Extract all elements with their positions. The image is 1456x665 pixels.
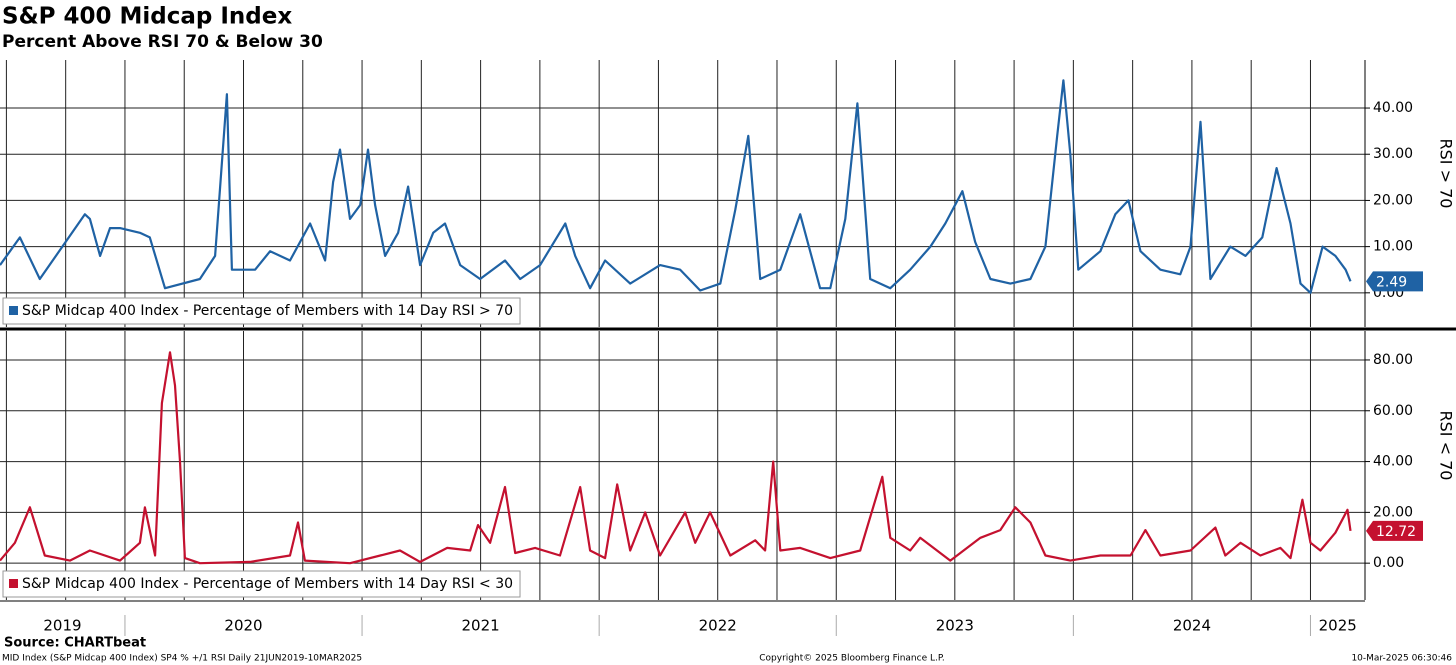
legend: S&P Midcap 400 Index - Percentage of Mem…: [2, 297, 521, 325]
chart-title: S&P 400 Midcap Index: [2, 4, 292, 30]
footer-timestamp: 10-Mar-2025 06:30:46: [1351, 654, 1452, 664]
x-tick-label: 2020: [224, 617, 262, 635]
y-tick-label: 30.00: [1373, 146, 1413, 162]
y-tick-label: 60.00: [1373, 403, 1413, 419]
footer-copyright: Copyright© 2025 Bloomberg Finance L.P.: [759, 654, 944, 664]
last-value-tag: [1366, 520, 1423, 541]
legend-label: S&P Midcap 400 Index - Percentage of Mem…: [22, 303, 513, 319]
last-value-label: 2.49: [1376, 274, 1407, 290]
y-tick-label: 80.00: [1373, 352, 1413, 368]
footer-description: MID Index (S&P Midcap 400 Index) SP4 % +…: [2, 654, 362, 664]
source: Source: CHARTbeat: [4, 636, 146, 651]
y-axis-title: RSI < 70: [1437, 411, 1456, 481]
y-axis-title: RSI > 70: [1437, 139, 1456, 209]
y-tick-label: 40.00: [1373, 100, 1413, 116]
y-tick-label: 10.00: [1373, 239, 1413, 255]
last-value-tag: [1366, 271, 1423, 292]
legend-box: [2, 570, 521, 598]
x-tick-label: 2019: [43, 617, 81, 635]
y-tick-label: 40.00: [1373, 454, 1413, 470]
line-series: [0, 351, 1352, 565]
x-tick-label: 2023: [936, 617, 974, 635]
y-tick-label: 20.00: [1373, 192, 1413, 208]
legend-swatch: [9, 579, 18, 588]
x-tick-label: 2025: [1319, 617, 1357, 635]
legend-label: S&P Midcap 400 Index - Percentage of Mem…: [22, 576, 513, 592]
x-tick-label: 2022: [699, 617, 737, 635]
legend: S&P Midcap 400 Index - Percentage of Mem…: [2, 570, 521, 598]
x-tick-label: 2021: [462, 617, 500, 635]
last-value-label: 12.72: [1376, 524, 1416, 540]
chart-subtitle: Percent Above RSI 70 & Below 30: [2, 32, 323, 52]
y-tick-label: 0.00: [1373, 555, 1404, 571]
line-series: [0, 79, 1352, 294]
x-tick-label: 2024: [1173, 617, 1211, 635]
legend-swatch: [9, 306, 18, 315]
legend-box: [2, 297, 521, 325]
y-tick-label: 20.00: [1373, 504, 1413, 520]
